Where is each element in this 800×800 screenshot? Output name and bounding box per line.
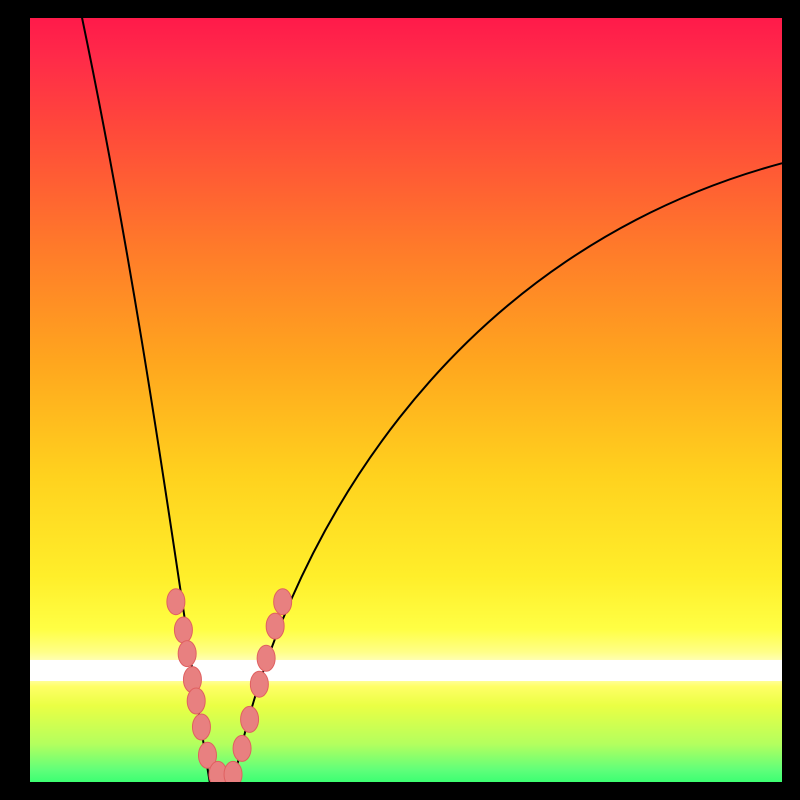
white-band xyxy=(30,660,782,681)
canvas: TheBottleneck.com xyxy=(0,0,800,800)
plot-area xyxy=(30,18,782,782)
